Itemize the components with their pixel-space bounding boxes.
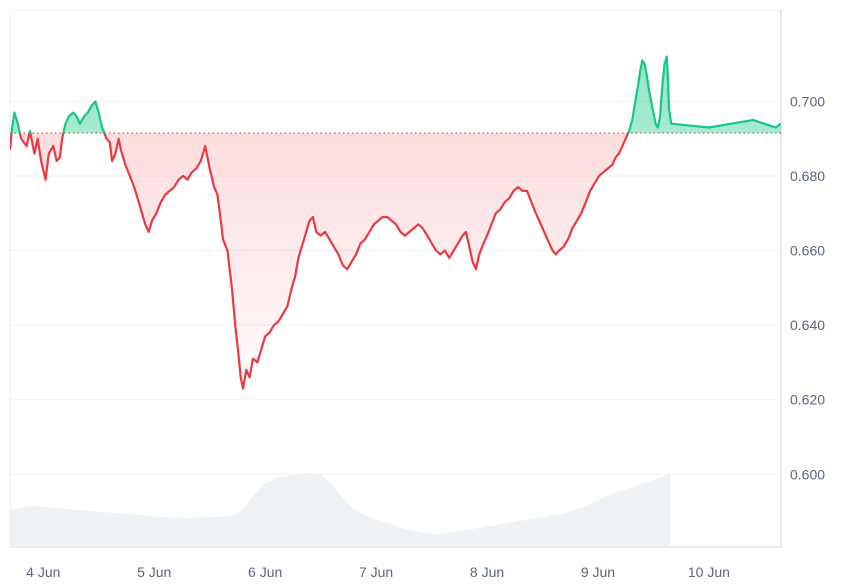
- y-tick-label: 0.600: [790, 466, 825, 482]
- area-fill-above-reference: [11, 56, 781, 134]
- price-line-below-reference: [10, 133, 630, 390]
- y-tick-label: 0.660: [790, 243, 825, 259]
- y-tick-label: 0.620: [790, 392, 825, 408]
- area-fill-below-reference: [10, 133, 781, 389]
- x-tick-label: 4 Jun: [26, 564, 60, 580]
- y-tick-label: 0.680: [790, 168, 825, 184]
- x-tick-label: 10 Jun: [688, 564, 730, 580]
- y-tick-label: 0.640: [790, 317, 825, 333]
- x-tick-label: 7 Jun: [359, 564, 393, 580]
- x-tick-label: 8 Jun: [470, 564, 504, 580]
- y-tick-label: 0.700: [790, 93, 825, 109]
- x-tick-label: 6 Jun: [248, 564, 282, 580]
- x-tick-label: 9 Jun: [581, 564, 615, 580]
- x-tick-label: 5 Jun: [137, 564, 171, 580]
- x-axis: 4 Jun 5 Jun 6 Jun 7 Jun 8 Jun 9 Jun 10 Jun: [26, 564, 730, 580]
- volume-area: [10, 472, 671, 547]
- y-axis: 0.600 0.620 0.640 0.660 0.680 0.700: [790, 93, 825, 482]
